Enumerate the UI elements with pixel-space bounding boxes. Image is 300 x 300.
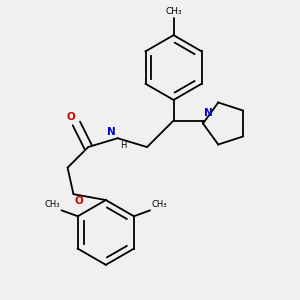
Text: O: O [66,112,75,122]
Text: N: N [107,127,116,137]
Text: CH₃: CH₃ [151,200,167,209]
Text: CH₃: CH₃ [45,200,60,209]
Text: N: N [204,108,212,118]
Text: O: O [75,196,84,206]
Text: H: H [120,141,126,150]
Text: CH₃: CH₃ [165,7,182,16]
